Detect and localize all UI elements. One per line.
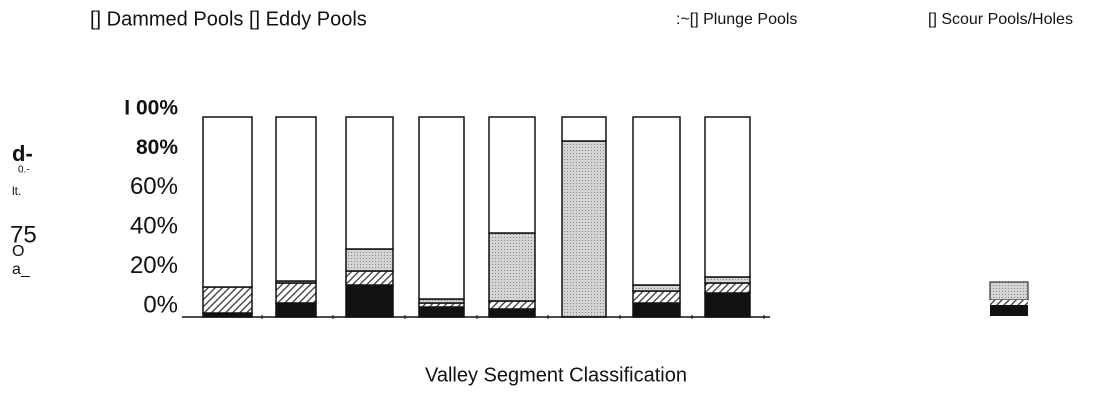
bar-segment	[704, 116, 751, 278]
bar-segment	[418, 116, 465, 300]
y-tick-label: 0%	[143, 291, 178, 318]
legend-text: :~[] Plunge Pools	[676, 11, 797, 28]
y-axis-label: 0.-	[18, 165, 30, 176]
bar-segment	[561, 116, 607, 142]
y-tick-label: 20%	[130, 252, 178, 279]
bar-segment	[345, 116, 394, 250]
y-tick-label: 60%	[130, 173, 178, 200]
bar-segment	[632, 302, 681, 318]
bar-segment	[275, 302, 317, 318]
bar-segment	[704, 282, 751, 294]
bar-segment	[488, 300, 536, 310]
bar-segment	[488, 232, 536, 302]
y-tick-label: 40%	[130, 213, 178, 240]
bar-segment	[345, 248, 394, 272]
bar-segment	[202, 286, 253, 314]
legend-swatch	[989, 281, 1029, 316]
x-axis-label: Valley Segment Classification	[425, 364, 687, 386]
y-axis-label: d-	[12, 141, 33, 166]
bar-segment	[632, 290, 681, 304]
bar-segment	[488, 116, 536, 234]
bar-segment	[275, 116, 317, 282]
bar-segment	[704, 276, 751, 284]
bar-segment	[704, 292, 751, 318]
bar-segment	[202, 116, 253, 288]
bar-segment	[632, 116, 681, 286]
y-tick-label: 80%	[136, 136, 178, 159]
bar-segment	[561, 140, 607, 318]
bar-segment	[345, 270, 394, 286]
y-tick-label: I 00%	[124, 97, 178, 120]
bar-segment	[345, 284, 394, 318]
bar-segment	[632, 284, 681, 292]
bar-segment	[418, 306, 465, 318]
legend-text: [] Scour Pools/Holes	[928, 11, 1073, 28]
legend-text: [] Dammed Pools [] Eddy Pools	[90, 8, 367, 30]
y-axis-label: a_	[12, 261, 31, 278]
bar-segment	[275, 282, 317, 304]
y-axis-label: lt.	[12, 184, 21, 198]
y-axis-label: 75	[10, 221, 37, 248]
bar-segment	[488, 308, 536, 318]
y-axis-label: O	[12, 243, 24, 260]
